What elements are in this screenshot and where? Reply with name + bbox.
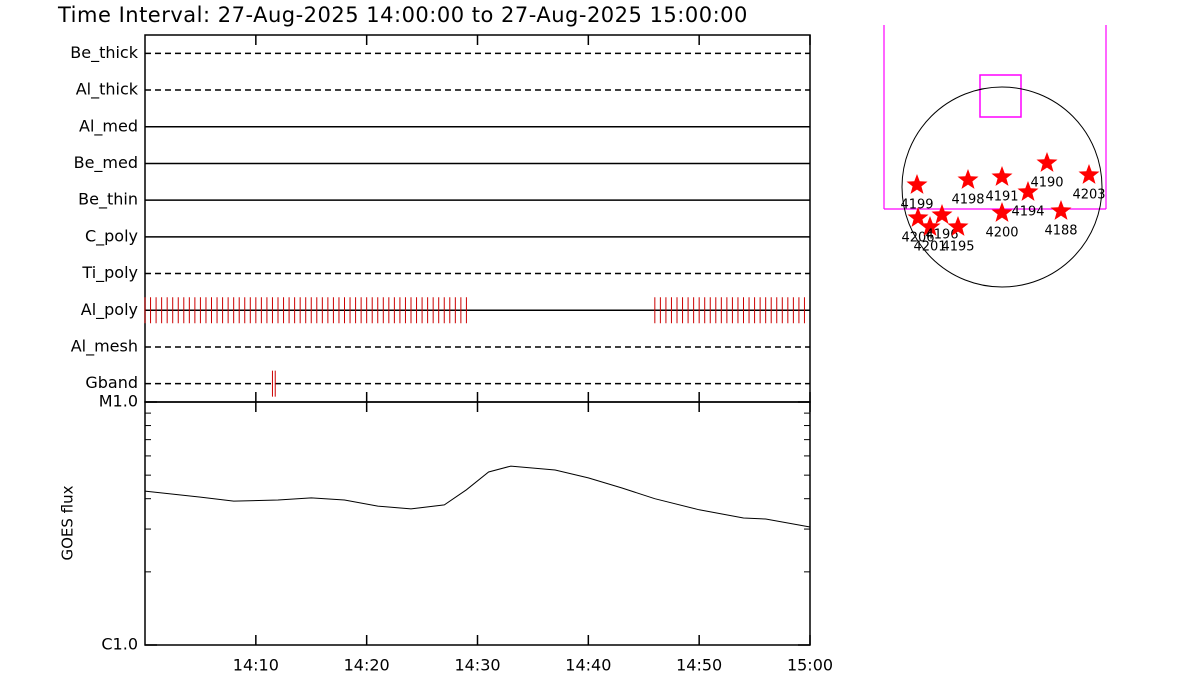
region-label: 4195 — [941, 240, 974, 255]
region-star — [1036, 152, 1058, 172]
region-label: 4200 — [985, 226, 1018, 241]
row-label: Gband — [85, 373, 138, 392]
goes-frame — [144, 401, 811, 646]
region-star — [991, 202, 1013, 222]
region-star — [991, 166, 1013, 186]
goes-curve — [144, 465, 811, 528]
row-label: Ti_poly — [81, 263, 138, 283]
region-star — [947, 216, 969, 236]
region-star — [957, 169, 979, 189]
region-label: 4206 — [901, 231, 934, 246]
row-label: Al_med — [79, 116, 138, 136]
x-tick-label: 14:50 — [676, 656, 722, 675]
x-tick-label: 15:00 — [787, 656, 833, 675]
region-star — [1050, 200, 1072, 220]
row-label: Be_thick — [70, 43, 138, 63]
region-star — [1078, 164, 1100, 184]
region-star — [931, 204, 953, 224]
region-label: 4199 — [900, 198, 933, 213]
row-label: Al_poly — [81, 300, 138, 320]
region-label: 4194 — [1011, 205, 1044, 220]
region-label: 4190 — [1030, 176, 1063, 191]
y-tick-label: C1.0 — [101, 635, 138, 654]
region-label: 4198 — [951, 193, 984, 208]
row-label: Be_med — [74, 153, 138, 173]
region-label: 4188 — [1044, 224, 1077, 239]
x-tick-label: 14:30 — [454, 656, 500, 675]
solar-disk — [901, 86, 1103, 288]
region-star — [1017, 181, 1039, 201]
region-star — [906, 174, 928, 194]
chart-title: Time Interval: 27-Aug-2025 14:00:00 to 2… — [57, 3, 748, 27]
row-label: C_poly — [85, 226, 138, 246]
y-axis-label: GOES flux — [59, 485, 77, 560]
region-star — [919, 216, 941, 236]
region-label: 4191 — [985, 190, 1018, 205]
x-tick-label: 14:20 — [344, 656, 390, 675]
row-label: Al_thick — [76, 80, 139, 100]
row-label: Al_mesh — [71, 336, 138, 356]
fov-box — [979, 74, 1022, 118]
x-tick-label: 14:10 — [233, 656, 279, 675]
x-tick-label: 14:40 — [565, 656, 611, 675]
region-label: 4196 — [925, 228, 958, 243]
region-star — [907, 207, 929, 227]
region-label: 4201 — [913, 240, 946, 255]
row-label: Be_thin — [78, 190, 138, 210]
y-tick-label: M1.0 — [99, 392, 138, 411]
region-label: 4203 — [1072, 188, 1105, 203]
